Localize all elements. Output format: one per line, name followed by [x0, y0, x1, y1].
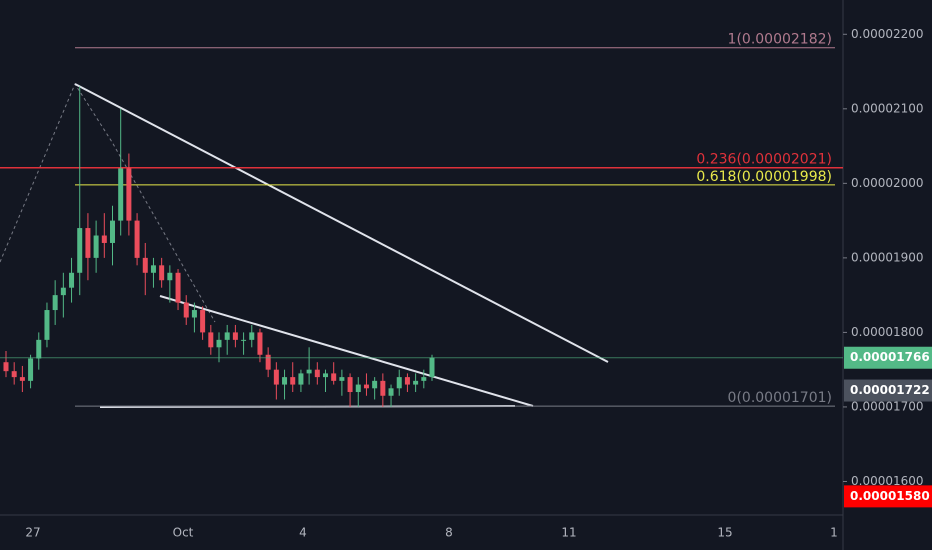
- trend-line: [159, 295, 534, 407]
- candle-body: [167, 272, 173, 281]
- fib-label: 0(0.00001701): [728, 390, 832, 406]
- candle-body: [241, 339, 247, 341]
- candle-body: [363, 384, 369, 389]
- y-tick-label: 0.00002000: [851, 176, 924, 190]
- candle-body: [224, 332, 230, 340]
- candle-body: [347, 377, 353, 393]
- candle-body: [232, 332, 238, 340]
- candle-body: [159, 265, 165, 281]
- candle-body: [323, 373, 328, 378]
- candle-body: [216, 339, 222, 348]
- price-badge: [844, 485, 932, 508]
- candle-body: [150, 265, 156, 273]
- x-tick-label: 27: [25, 526, 40, 540]
- x-tick-label: 15: [717, 526, 732, 540]
- candle-body: [380, 380, 386, 396]
- candle-body: [118, 168, 124, 221]
- candle-body: [429, 357, 435, 378]
- price-badge-label: 0.00001580: [850, 489, 930, 503]
- fib-label: 1(0.00002182): [728, 32, 832, 48]
- y-tick-label: 0.00002200: [851, 27, 924, 41]
- candle-body: [331, 373, 337, 381]
- candle-body: [3, 362, 9, 372]
- y-tick-label: 0.00001800: [851, 325, 924, 339]
- candle-body: [52, 295, 58, 311]
- candle-body: [191, 310, 197, 318]
- candle-body: [413, 380, 419, 385]
- zigzag: [0, 82, 216, 323]
- trend-line: [74, 83, 609, 363]
- candle-body: [404, 377, 410, 385]
- x-tick-label: Oct: [173, 526, 194, 540]
- candle-body: [175, 272, 181, 303]
- y-tick-label: 0.00002100: [851, 101, 924, 115]
- candle-body: [355, 384, 361, 393]
- candle-body: [298, 373, 304, 385]
- price-badge-label: 0.00001766: [850, 350, 930, 364]
- candle-body: [306, 369, 312, 374]
- y-tick-label: 0.00001700: [851, 399, 924, 413]
- price-badge-label: 0.00001722: [850, 383, 930, 397]
- x-tick-label: 11: [561, 526, 576, 540]
- price-badge: [844, 379, 932, 402]
- candle-body: [339, 377, 345, 381]
- candle-body: [273, 369, 279, 385]
- candle-body: [110, 220, 115, 243]
- candle-body: [372, 380, 378, 389]
- candle-body: [314, 369, 320, 378]
- x-tick-label: 8: [445, 526, 453, 540]
- x-tick-label: 1: [830, 526, 838, 540]
- candle-body: [142, 257, 148, 273]
- fib-label: 0.618(0.00001998): [696, 169, 832, 185]
- candle-body: [208, 332, 214, 348]
- candle-body: [69, 272, 75, 288]
- candle-body: [183, 302, 189, 318]
- candle-body: [265, 354, 271, 370]
- price-badge: [844, 346, 932, 369]
- candle-body: [249, 332, 255, 340]
- candle-body: [28, 358, 34, 381]
- candle-body: [200, 310, 206, 333]
- candle-body: [101, 235, 107, 243]
- candle-body: [11, 371, 17, 378]
- candle-body: [85, 228, 91, 258]
- candle-body: [282, 377, 288, 385]
- candle-body: [126, 168, 132, 221]
- y-tick-label: 0.00001600: [851, 474, 924, 488]
- candle-body: [44, 310, 50, 340]
- candle-body: [396, 377, 402, 389]
- candle-body: [36, 339, 42, 359]
- candle-body: [421, 377, 427, 381]
- y-tick-label: 0.00001900: [851, 250, 924, 264]
- candle-body: [19, 377, 25, 381]
- candle-body: [60, 287, 66, 296]
- candle-body: [93, 235, 99, 258]
- candle-body: [77, 228, 83, 273]
- candle-body: [257, 332, 263, 355]
- x-tick-label: 4: [299, 526, 307, 540]
- fib-label: 0.236(0.00002021): [696, 152, 832, 168]
- candle-body: [388, 388, 394, 396]
- candle-body: [134, 220, 140, 258]
- candle-body: [290, 377, 296, 385]
